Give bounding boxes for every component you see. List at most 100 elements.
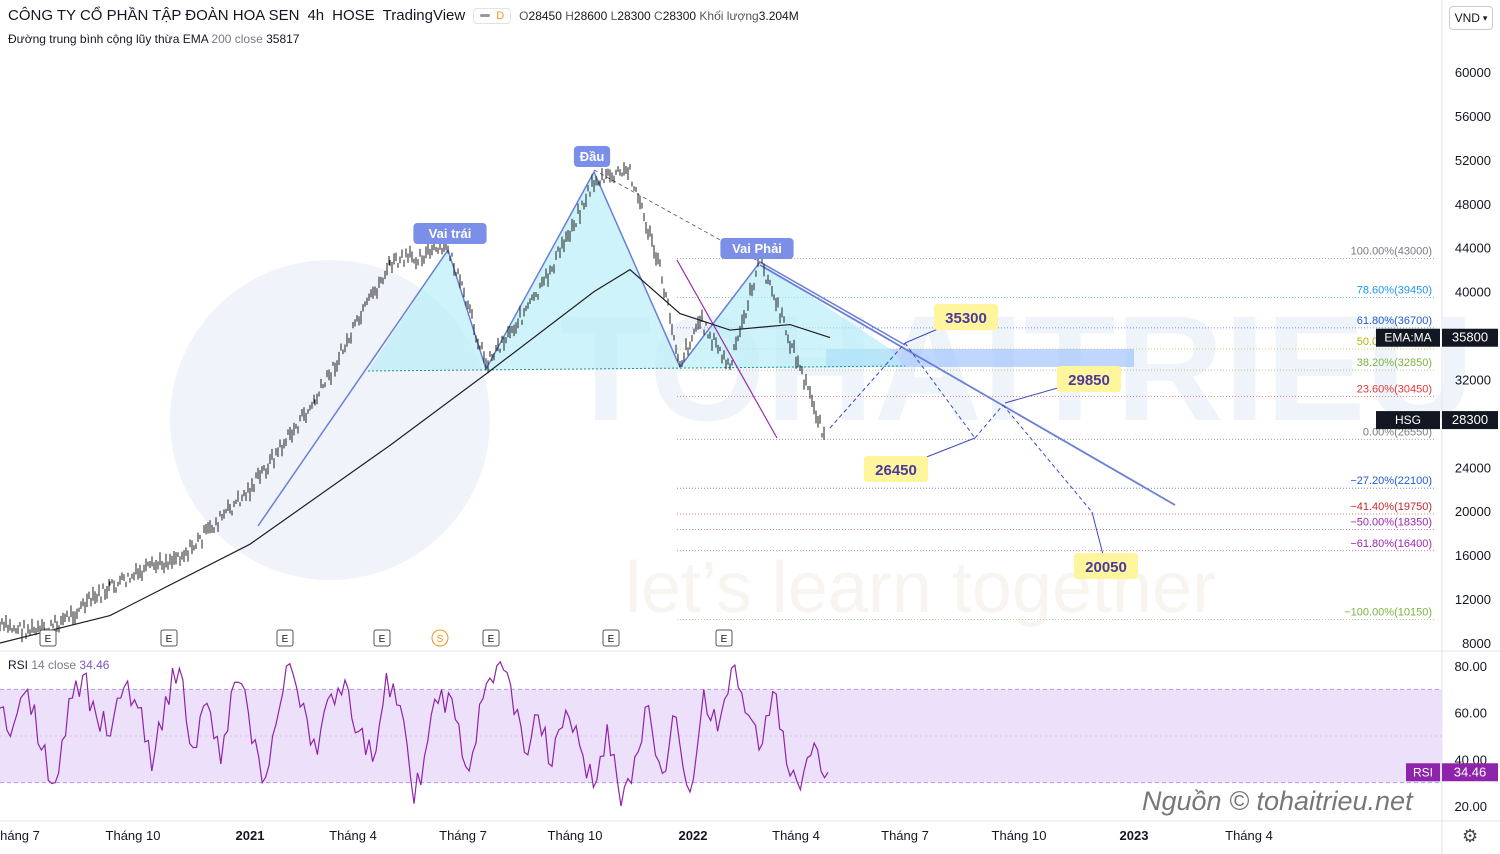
price-tick-label: 12000 [1455,592,1491,607]
ema-line [0,268,831,644]
time-tick-label: háng 7 [0,828,40,843]
rsi-value: 34.46 [79,658,110,672]
event-marker: E [715,629,733,647]
price-tick-label: 16000 [1455,548,1491,563]
pattern-label: Đầu [573,146,611,167]
price-tag-value: 35800 [1452,330,1488,345]
proj-up [829,342,906,429]
open-value: 28450 [528,8,562,23]
price-tag-value-bg [1442,411,1498,430]
fib-label: −27.20%(22100) [1350,475,1432,487]
low-value: 28300 [617,8,651,23]
price-tag-value-bg [1442,328,1498,347]
fib-label: −50.00%(18350) [1350,516,1432,528]
pattern-label-text: Vai Phải [732,241,782,256]
target-label-text: 29850 [1068,372,1110,389]
fib-label: −61.80%(16400) [1350,538,1432,550]
fib-label: −100.00%(10150) [1344,606,1432,618]
price-tag: HSG 28300 [1376,411,1498,430]
proj-up2 [974,404,1004,439]
time-tick-label: Tháng 10 [992,828,1047,843]
market-status-badge[interactable]: D [473,7,512,24]
price-tick-label: 48000 [1455,197,1491,212]
event-marker: E [39,629,57,647]
event-marker: S [431,629,449,647]
proj-down1 [904,342,976,439]
time-tick-label: Tháng 7 [881,828,929,843]
price-tag-name-bg [1376,328,1440,347]
event-marker-bg [276,629,294,647]
price-tick-label: 32000 [1455,372,1491,387]
time-tick-label: 2023 [1120,828,1149,843]
event-marker-text: E [608,634,615,645]
price-tick-label: 44000 [1455,241,1491,256]
price-tag-name: HSG [1395,413,1421,427]
head-dashed-line [593,169,761,263]
price-tick-label: 60000 [1455,65,1491,80]
ohlc-readout: O28450 H28600 L28300 C28300 Khối lượng3.… [519,9,799,23]
rsi-tick-label: 60.00 [1454,706,1487,721]
time-tick-label: Tháng 7 [439,828,487,843]
event-marker-bg [431,629,449,647]
target-label: 29850 [1004,366,1121,404]
target-label-box [1074,553,1138,579]
price-series [0,162,825,643]
chart-header: CÔNG TY CỔ PHẦN TẬP ĐOÀN HOA SEN 4h HOSE… [8,7,799,24]
price-tag: EMA:MA 35800 [1376,328,1498,347]
ema-name: Đường trung bình cộng lũy thừa EMA [8,32,209,46]
pattern-label-text: Đầu [580,149,605,164]
price-tag-name: EMA:MA [1384,331,1431,345]
rsi-tick-label: 20.00 [1454,799,1487,814]
symbol-name: CÔNG TY CỔ PHẦN TẬP ĐOÀN HOA SEN [8,7,300,24]
event-marker-text: E [721,634,728,645]
target-label-box [1057,366,1121,392]
event-marker-bg [39,629,57,647]
price-tick-label: 8000 [1462,636,1491,651]
high-value: 28600 [573,8,608,23]
price-tag-name-bg [1376,411,1440,430]
rsi-tag-name: RSI [1413,765,1433,779]
open-label: O [519,8,529,23]
rsi-tag-name-bg [1406,763,1440,782]
time-tick-label: Tháng 10 [548,828,603,843]
target-label: 35300 [904,304,998,344]
rsi-legend[interactable]: RSI 14 close 34.46 [8,658,109,672]
event-marker-text: E [379,634,386,645]
fib-label: 0.00%(26550) [1363,426,1432,438]
event-marker: E [276,629,294,647]
provider: TradingView [382,7,466,24]
event-marker-bg [715,629,733,647]
target-label-text: 20050 [1085,559,1127,576]
fib-label: −41.40%(19750) [1350,501,1432,513]
event-marker-text: E [282,634,289,645]
target-label-text: 35300 [945,310,987,327]
fib-label: 61.80%(36700) [1357,315,1432,327]
fib-label: 38.20%(32850) [1357,357,1432,369]
price-tick-label: 40000 [1455,285,1491,300]
rsi-tag-value: 34.46 [1454,764,1487,779]
price-tick-label: 24000 [1455,460,1491,475]
ema-value: 35817 [266,32,300,46]
low-label: L [610,8,618,23]
target-label-box [934,304,998,330]
ema-legend[interactable]: Đường trung bình cộng lũy thừa EMA 200 c… [8,32,299,46]
fib-label: 78.60%(39450) [1357,285,1432,297]
pattern-label: Vai Phải [720,238,794,259]
fib-label: 23.60%(30450) [1357,383,1432,395]
event-marker-bg [482,629,500,647]
currency-label: VND [1454,11,1480,25]
gear-icon[interactable]: ⚙ [1462,826,1479,846]
channel-line [676,259,778,439]
event-marker-text: E [45,634,52,645]
close-label: C [654,8,663,23]
time-tick-label: 2021 [236,828,265,843]
rsi-name: RSI [8,658,29,672]
event-marker-bg [373,629,391,647]
rsi-line [0,660,829,807]
currency-select[interactable]: VND ▾ [1449,6,1493,30]
interval[interactable]: 4h [307,7,325,24]
close-value: 28300 [662,8,697,23]
price-tag-value: 28300 [1452,412,1488,427]
